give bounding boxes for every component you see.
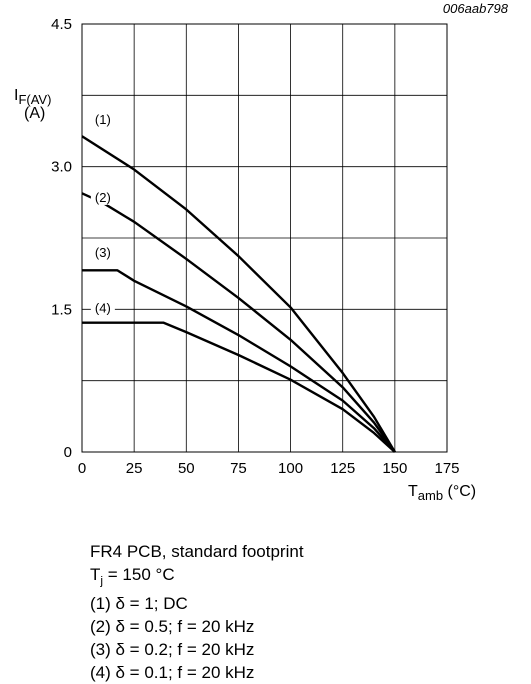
x-tick-label: 75: [230, 460, 247, 477]
y-tick-label: 4.5: [51, 16, 72, 33]
x-tick-label: 100: [278, 460, 303, 477]
x-tick-label: 150: [382, 460, 407, 477]
series-label-bg: [90, 188, 115, 205]
figure-id: 006aab798: [443, 1, 509, 16]
chart-notes: FR4 PCB, standard footprint Tj = 150 °C …: [90, 540, 304, 684]
x-tick-label: 125: [330, 460, 355, 477]
series-label-bg: [90, 110, 115, 127]
x-axis-label: Tamb (°C): [408, 483, 476, 503]
series-line-4: [82, 321, 396, 453]
note-board: FR4 PCB, standard footprint: [90, 542, 304, 561]
x-axis-label-unit: (°C): [443, 483, 476, 500]
series-label-4: (4): [95, 300, 111, 315]
series-label-bg: [90, 299, 115, 316]
x-tick-label: 0: [78, 460, 86, 477]
series-label-1: (1): [95, 112, 111, 127]
y-tick-label: 3.0: [51, 159, 72, 176]
series-line-1: [81, 135, 396, 453]
note-series-2: (2) δ = 0.5; f = 20 kHz: [90, 617, 255, 637]
y-axis-label: IF(AV): [14, 87, 51, 107]
note-series-1: (1) δ = 1; DC: [90, 594, 188, 614]
series-label-bg: [90, 244, 115, 261]
y-tick-label: 1.5: [51, 301, 72, 318]
series-label-2: (2): [95, 190, 111, 205]
tick-labels: 0 25 50 75 100 125 150 175 0 1.5 3.0 4.5: [51, 16, 459, 477]
note-junction-temp-main: T: [90, 565, 101, 584]
x-axis-label-main: T: [408, 483, 418, 500]
x-tick-label: 175: [434, 460, 459, 477]
y-axis-unit: (A): [24, 105, 45, 122]
note-junction-temp: Tj = 150 °C: [90, 563, 304, 592]
plot-frame: [81, 23, 448, 453]
note-junction-temp-value: = 150 °C: [103, 565, 175, 584]
y-axis-label-sub: F(AV): [18, 92, 51, 107]
x-axis-label-sub: amb: [418, 488, 443, 503]
series-lines: (1) (2) (3) (4): [81, 110, 396, 453]
note-series-3: (3) δ = 0.2; f = 20 kHz: [90, 640, 255, 660]
series-label-3: (3): [95, 245, 111, 260]
x-tick-label: 25: [126, 460, 143, 477]
note-series-4: (4) δ = 0.1; f = 20 kHz: [90, 663, 255, 683]
grid: [81, 23, 448, 452]
series-line-3: [82, 269, 396, 453]
note-junction-temp-sub: j: [100, 573, 104, 588]
series-line-2: [81, 192, 396, 453]
y-tick-label: 0: [64, 444, 72, 461]
x-tick-label: 50: [178, 460, 195, 477]
y-axis-label-main: I: [14, 87, 18, 104]
